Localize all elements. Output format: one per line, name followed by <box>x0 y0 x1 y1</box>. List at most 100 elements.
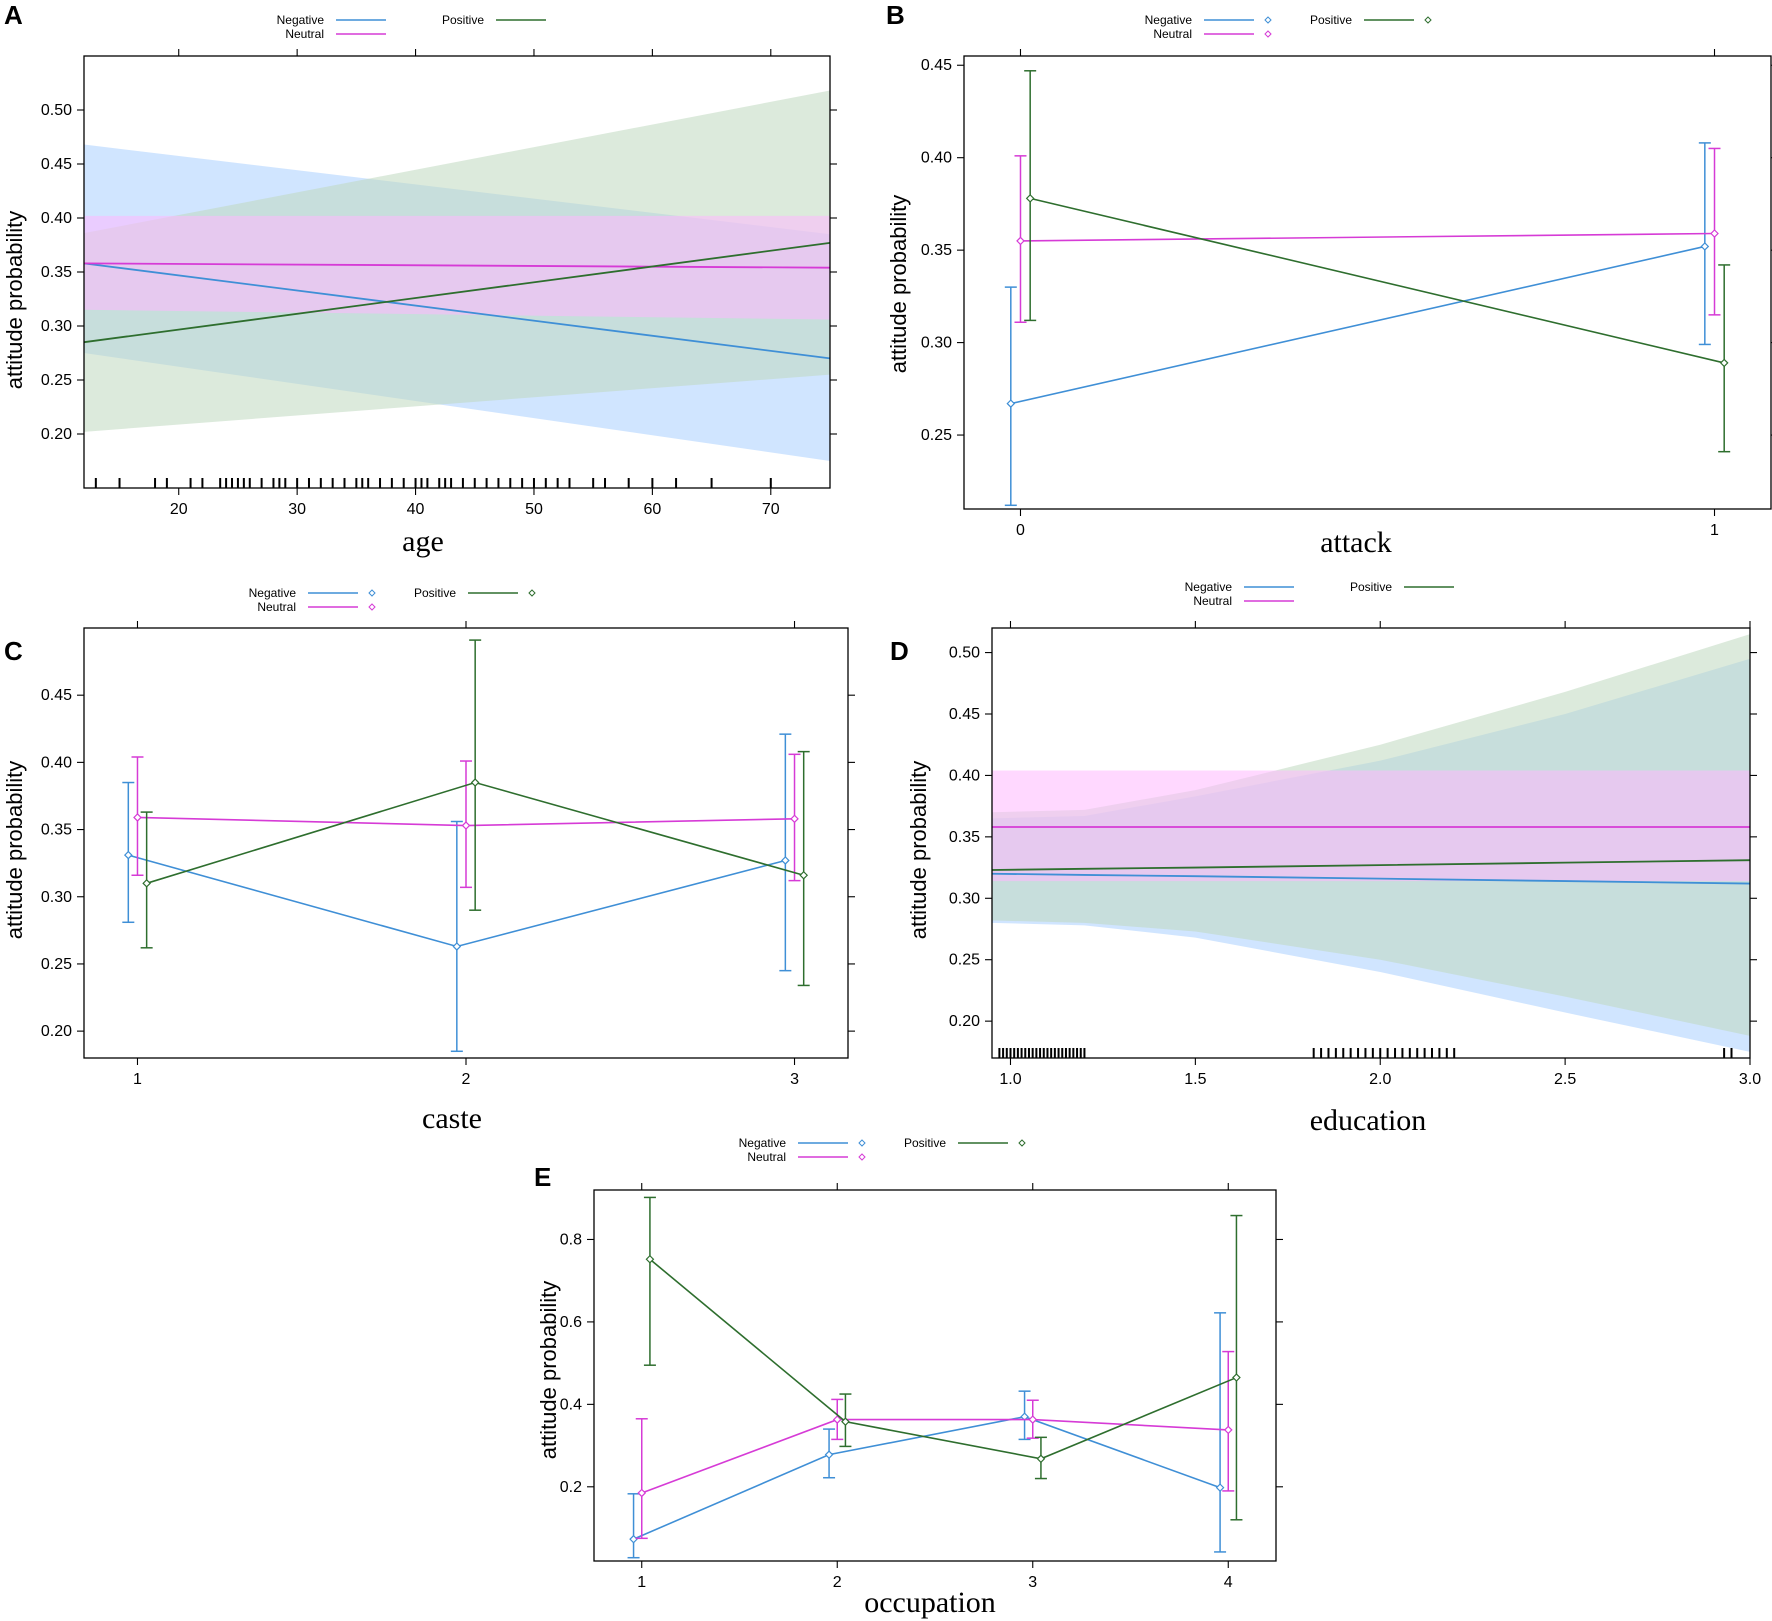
y-tick-label: 0.6 <box>560 1314 582 1331</box>
data-point <box>1223 1425 1233 1435</box>
panel-A: 20 30 40 50 60 70 0.20 0.25 0.30 0.35 0.40 0.45 0.50… <box>2 0 837 558</box>
x-tick-label: 1.5 <box>1184 1071 1206 1088</box>
legend-label-negative: Negative <box>277 13 325 27</box>
y-tick-label: 0.25 <box>921 427 952 444</box>
legend-label-neutral: Neutral <box>1193 594 1232 608</box>
x-axis-label: age <box>402 525 444 558</box>
series-line-negative <box>633 1415 1221 1540</box>
y-tick-label: 0.45 <box>921 57 952 74</box>
series-line-positive <box>991 859 1751 871</box>
data-point <box>470 778 480 787</box>
y-axis-label: attitude probability <box>906 761 931 940</box>
x-tick-label: 50 <box>525 501 543 518</box>
y-tick-label: 0.35 <box>41 822 72 839</box>
data-point <box>799 870 809 880</box>
x-tick-label: 1.0 <box>999 1071 1021 1088</box>
legend-label-neutral: Neutral <box>1153 27 1192 41</box>
legend-label-neutral: Neutral <box>257 600 296 614</box>
panel-letter: B <box>886 0 905 30</box>
legend-marker-neutral <box>1264 30 1272 38</box>
y-tick-label: 0.20 <box>949 1013 980 1030</box>
y-tick-label: 0.35 <box>41 264 72 281</box>
y-tick-label: 0.50 <box>949 645 980 662</box>
legend-label-neutral: Neutral <box>747 1150 786 1164</box>
data-point <box>1700 242 1710 251</box>
x-tick-label: 4 <box>1224 1574 1233 1591</box>
legend-label-neutral: Neutral <box>285 27 324 41</box>
x-tick-label: 2.5 <box>1554 1071 1576 1088</box>
panel-D: 1.0 1.5 2.0 2.5 3.0 0.20 0.25 0.30 0.35 0.40 0.45 0… <box>890 580 1761 1137</box>
data-point <box>1006 399 1016 408</box>
series-line-positive <box>649 1258 1237 1460</box>
data-point <box>1710 229 1719 238</box>
y-tick-label: 0.35 <box>949 829 980 846</box>
data-point <box>637 1488 647 1498</box>
y-tick-label: 0.25 <box>41 956 72 973</box>
data-point <box>629 1534 638 1544</box>
x-axis-label: occupation <box>864 1586 996 1619</box>
data-point <box>841 1417 850 1427</box>
data-point <box>452 942 462 951</box>
data-point <box>461 821 471 830</box>
data-point <box>832 1415 842 1424</box>
data-point <box>133 813 142 822</box>
legend-marker-negative <box>368 589 376 597</box>
y-axis-label: attitude probability <box>2 211 27 390</box>
band-neutral <box>992 770 1750 882</box>
data-point <box>1232 1373 1241 1382</box>
series-line-positive <box>1029 197 1725 364</box>
y-tick-label: 0.30 <box>921 335 952 352</box>
y-tick-label: 0.40 <box>41 210 72 227</box>
y-tick-label: 0.45 <box>41 156 72 173</box>
y-axis-label: attitude probability <box>536 1281 561 1460</box>
panel-letter: C <box>4 636 23 666</box>
data-point <box>1025 194 1035 203</box>
data-point <box>790 814 799 824</box>
y-tick-label: 0.20 <box>41 426 72 443</box>
legend-marker-negative <box>1264 16 1272 24</box>
y-tick-label: 0.40 <box>921 150 952 167</box>
data-point <box>1028 1415 1038 1424</box>
series-line-neutral <box>83 262 831 269</box>
x-tick-label: 1 <box>1710 522 1719 539</box>
y-tick-label: 0.45 <box>41 687 72 704</box>
y-tick-label: 0.25 <box>949 952 980 969</box>
data-point <box>645 1254 655 1264</box>
y-tick-label: 0.50 <box>41 102 72 119</box>
y-tick-label: 0.8 <box>560 1231 582 1248</box>
plot-frame <box>963 55 1772 510</box>
x-tick-label: 30 <box>288 501 306 518</box>
panel-letter: D <box>890 636 909 666</box>
x-tick-label: 2.0 <box>1369 1071 1391 1088</box>
series-line-positive <box>83 241 831 344</box>
y-tick-label: 0.4 <box>560 1396 582 1413</box>
band-neutral <box>84 215 830 320</box>
y-tick-label: 0.30 <box>41 889 72 906</box>
x-tick-label: 3 <box>790 1071 799 1088</box>
x-tick-label: 40 <box>407 501 425 518</box>
panel-letter: E <box>534 1162 551 1192</box>
legend-label-positive: Positive <box>1310 13 1352 27</box>
x-tick-label: 1 <box>637 1574 646 1591</box>
x-tick-label: 1 <box>133 1071 142 1088</box>
x-tick-label: 0 <box>1016 522 1025 539</box>
x-tick-label: 60 <box>643 501 661 518</box>
y-tick-label: 0.30 <box>949 890 980 907</box>
y-tick-label: 0.40 <box>41 754 72 771</box>
x-tick-label: 3 <box>1028 1574 1037 1591</box>
series-line-negative <box>1010 245 1706 405</box>
x-tick-label: 3.0 <box>1739 1071 1761 1088</box>
panel-letter: A <box>4 0 23 30</box>
data-point <box>1719 358 1729 368</box>
data-point <box>1036 1454 1046 1464</box>
legend-label-positive: Positive <box>414 586 456 600</box>
x-axis-label: caste <box>422 1102 482 1135</box>
legend-label-negative: Negative <box>739 1136 787 1150</box>
data-point <box>1215 1483 1225 1492</box>
legend-marker-neutral <box>368 603 376 611</box>
